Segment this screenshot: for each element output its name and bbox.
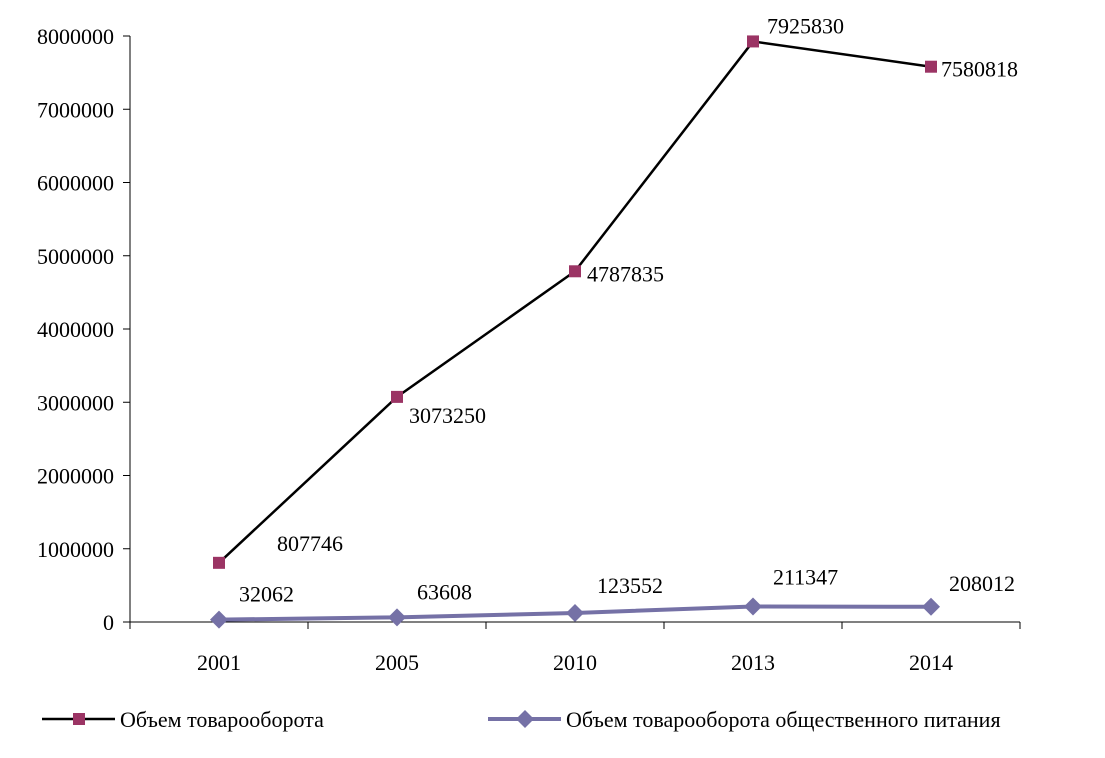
data-point bbox=[210, 610, 228, 629]
legend-item-1: Объем товарооборота bbox=[42, 707, 324, 732]
legend-label: Объем товарооборота bbox=[120, 707, 324, 732]
y-axis-ticks: 0 1000000 2000000 3000000 4000000 5000000 6000… bbox=[37, 24, 130, 635]
axes bbox=[129, 36, 1020, 623]
legend: Объем товарооборота Объем товарооборота о… bbox=[42, 707, 1001, 732]
data-point bbox=[569, 265, 581, 278]
data-point bbox=[922, 597, 940, 616]
y-tick-label: 3000000 bbox=[37, 390, 114, 415]
data-point bbox=[213, 556, 225, 569]
y-tick-label: 7000000 bbox=[37, 97, 114, 122]
x-tick-label: 2010 bbox=[553, 650, 597, 675]
legend-label: Объем товарооборота общественного питани… bbox=[566, 707, 1001, 732]
data-point bbox=[925, 60, 937, 73]
x-tick-label: 2013 bbox=[731, 650, 775, 675]
data-label: 7580818 bbox=[941, 57, 1018, 82]
series-layer bbox=[210, 35, 940, 629]
x-tick-label: 2005 bbox=[375, 650, 419, 675]
data-label: 63608 bbox=[417, 579, 472, 604]
y-tick-label: 1000000 bbox=[37, 537, 114, 562]
y-tick-label: 2000000 bbox=[37, 464, 114, 489]
series-2 bbox=[210, 597, 940, 629]
y-tick-label: 5000000 bbox=[37, 244, 114, 269]
legend-marker bbox=[73, 713, 85, 725]
data-label: 211347 bbox=[773, 565, 838, 590]
y-tick-label: 6000000 bbox=[37, 171, 114, 196]
data-label: 32062 bbox=[239, 582, 294, 607]
legend-marker bbox=[516, 710, 534, 728]
data-labels: 807746 3073250 4787835 7925830 7580818 32062 6… bbox=[239, 13, 1018, 606]
y-tick-label: 4000000 bbox=[37, 317, 114, 342]
data-point bbox=[391, 390, 403, 403]
x-tick-label: 2014 bbox=[909, 650, 953, 675]
data-label: 208012 bbox=[949, 571, 1015, 596]
data-point bbox=[566, 603, 584, 622]
y-tick-label: 0 bbox=[103, 610, 114, 635]
series-line bbox=[218, 40, 932, 564]
data-point bbox=[744, 597, 762, 616]
legend-item-2: Объем товарооборота общественного питани… bbox=[488, 707, 1001, 732]
data-label: 7925830 bbox=[767, 13, 844, 38]
y-tick-label: 8000000 bbox=[37, 24, 114, 49]
data-label: 123552 bbox=[597, 573, 663, 598]
x-axis-ticks: 2001 2005 2010 2013 2014 bbox=[129, 622, 1021, 675]
data-point bbox=[747, 35, 759, 48]
series-1 bbox=[213, 35, 937, 569]
data-label: 3073250 bbox=[409, 403, 486, 428]
data-label: 807746 bbox=[277, 531, 343, 556]
data-label: 4787835 bbox=[587, 261, 664, 286]
data-point bbox=[388, 608, 406, 627]
x-tick-label: 2001 bbox=[197, 650, 241, 675]
